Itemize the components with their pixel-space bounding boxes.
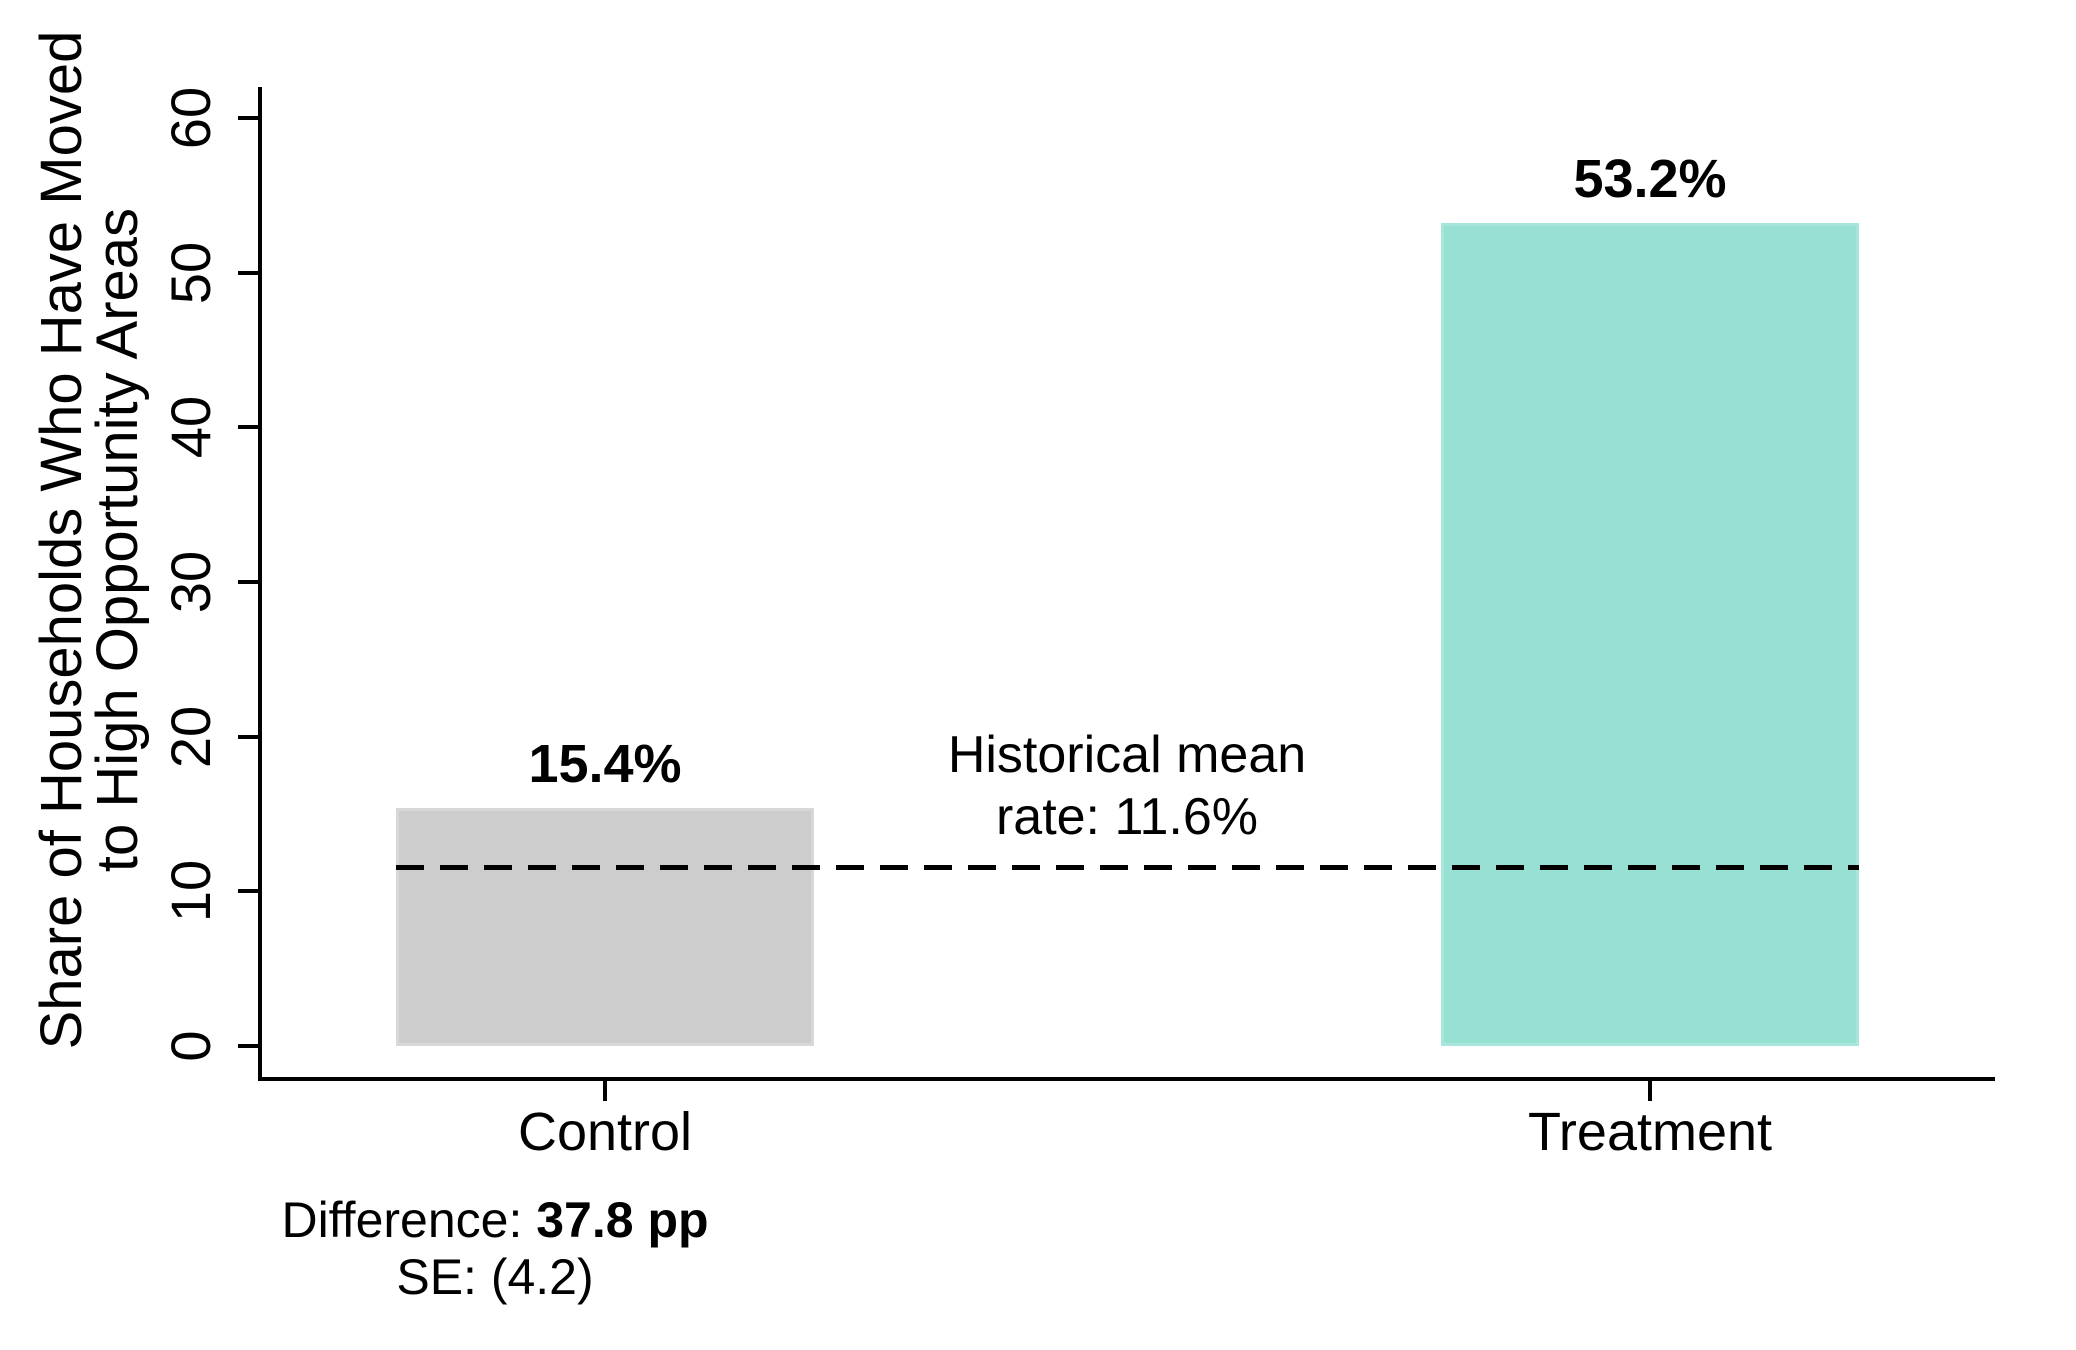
- y-tick: [238, 734, 258, 739]
- historical-mean-reference-line: [396, 864, 1859, 870]
- y-axis-title-line2: to High Opportunity Areas: [85, 207, 150, 873]
- y-axis-line: [258, 87, 262, 1081]
- y-tick: [238, 116, 258, 120]
- y-tick: [238, 580, 258, 584]
- difference-value: 37.8 pp: [536, 1192, 709, 1248]
- y-tick-label: 60: [159, 86, 222, 150]
- bar-value-label-control: 15.4%: [528, 733, 682, 794]
- difference-note-se: SE: (4.2): [396, 1249, 594, 1305]
- historical-mean-annotation-line2: rate: 11.6%: [995, 788, 1259, 846]
- x-tick: [1648, 1081, 1652, 1101]
- y-tick: [238, 425, 258, 430]
- y-axis-title: Share of Households Who Have Moved to Hi…: [29, 30, 150, 1050]
- y-axis-title-line1: Share of Households Who Have Moved: [29, 30, 94, 1050]
- y-tick-label: 50: [159, 241, 222, 304]
- x-label-control: Control: [517, 1102, 693, 1162]
- difference-note: Difference: 37.8 pp SE: (4.2): [145, 1192, 845, 1306]
- bar-value-label-treatment: 53.2%: [1573, 149, 1727, 210]
- y-tick: [238, 1044, 258, 1048]
- bar-treatment: [1441, 223, 1859, 1046]
- historical-mean-annotation: Historical mean rate: 11.6%: [777, 724, 1477, 848]
- x-label-treatment: Treatment: [1527, 1102, 1773, 1162]
- x-tick: [603, 1081, 607, 1101]
- x-axis-line: [258, 1077, 1995, 1081]
- difference-label: Difference:: [281, 1192, 537, 1248]
- bar-control: [396, 807, 814, 1046]
- y-tick: [238, 270, 258, 275]
- y-tick-label: 10: [159, 860, 222, 923]
- y-tick-label: 40: [159, 396, 222, 459]
- historical-mean-annotation-line1: Historical mean: [947, 726, 1307, 784]
- difference-note-line1: Difference: 37.8 pp: [145, 1192, 845, 1249]
- y-tick-label: 20: [159, 705, 222, 768]
- y-tick: [238, 889, 258, 894]
- y-tick-label: 0: [159, 1030, 222, 1062]
- y-tick-label: 30: [159, 550, 222, 614]
